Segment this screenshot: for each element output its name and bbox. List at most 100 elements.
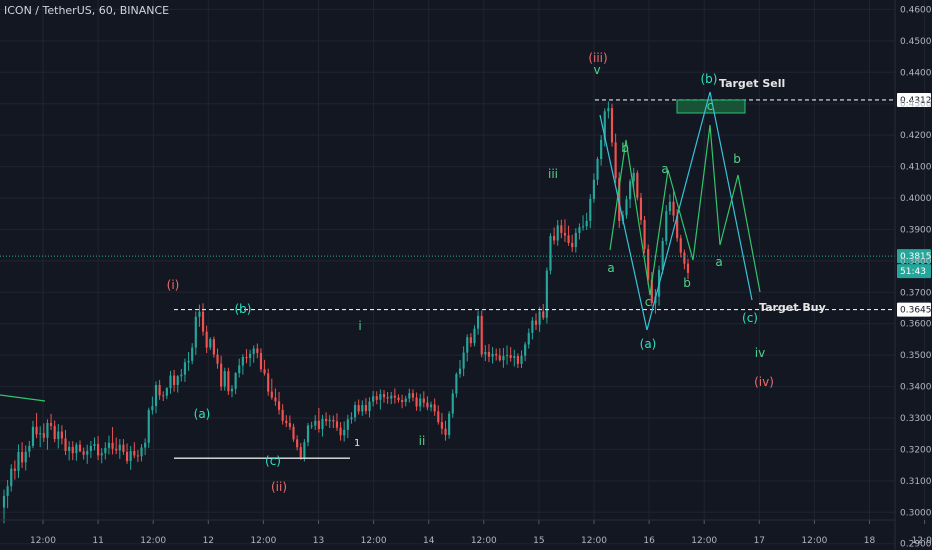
x-tick-label: 12	[203, 536, 214, 546]
candle-body	[230, 388, 234, 392]
candle-body	[538, 311, 541, 325]
candle-body	[498, 355, 501, 361]
candle-body	[397, 397, 400, 401]
candle-body	[97, 444, 100, 456]
wave-label-c2-paren: (c)	[742, 311, 758, 325]
price-label-countdown: 51:43	[900, 267, 926, 277]
candle-body	[259, 352, 263, 370]
candle-body	[328, 419, 331, 422]
price-label-current: 0.3815	[900, 252, 932, 262]
candle-body	[234, 373, 237, 389]
candle-body	[629, 181, 632, 200]
candle-body	[495, 353, 498, 356]
candle-body	[542, 311, 545, 318]
candle-body	[560, 225, 563, 233]
candle-body	[607, 108, 610, 112]
wave-label-b-lower-3: b	[733, 152, 741, 166]
y-tick-label: 0.3000	[900, 508, 932, 518]
candle-body	[310, 425, 313, 427]
candle-body	[636, 172, 639, 198]
candle-body	[679, 238, 682, 253]
candle-body	[17, 451, 20, 471]
x-tick-label: 12:00	[801, 536, 827, 546]
x-tick-label: 12:00	[471, 536, 497, 546]
candle-body	[245, 357, 248, 359]
candle-body	[534, 320, 538, 325]
candle-body	[458, 368, 462, 374]
candle-body	[401, 400, 404, 402]
candle-body	[589, 198, 592, 221]
candle-body	[592, 179, 595, 199]
candle-body	[567, 235, 570, 243]
candle-body	[31, 426, 35, 446]
candle-body	[57, 431, 60, 440]
candle-body	[187, 360, 190, 363]
candle-body	[325, 418, 328, 422]
candle-body	[198, 311, 201, 317]
candle-body	[487, 352, 491, 357]
candle-body	[223, 371, 226, 387]
candle-body	[292, 426, 295, 440]
x-tick-label: 18	[864, 536, 876, 546]
candle-body	[151, 406, 154, 411]
wave-label-iv-green: iv	[755, 346, 765, 360]
candle-body	[111, 442, 114, 449]
y-tick-label: 0.3700	[900, 288, 932, 298]
wave-label-c-lower-2: c	[707, 99, 714, 113]
x-tick-label: 15	[533, 536, 544, 546]
candle-body	[60, 431, 63, 439]
candle-body	[241, 357, 244, 366]
candle-body	[545, 270, 548, 318]
candle-body	[201, 311, 205, 332]
candle-body	[404, 398, 407, 402]
x-tick-label: 12:00	[361, 536, 387, 546]
x-tick-label: 14	[423, 536, 435, 546]
candle-body	[386, 397, 389, 399]
candle-body	[129, 451, 132, 462]
candle-body	[361, 405, 364, 412]
candle-body	[524, 344, 527, 356]
wave-label-i-red: (i)	[167, 278, 180, 292]
wave-label-iii-red: (iii)	[588, 51, 607, 65]
candle-body	[466, 337, 469, 353]
candle-body	[93, 444, 96, 446]
candle-body	[205, 331, 208, 348]
candle-body	[661, 241, 664, 270]
candle-body	[549, 236, 552, 271]
candle-body	[600, 139, 603, 160]
x-tick-label: 12:00	[30, 536, 56, 546]
candle-body	[194, 316, 197, 348]
candle-body	[563, 232, 567, 236]
candle-body	[571, 242, 574, 248]
x-tick-label: 12:00	[912, 536, 932, 546]
wave-label-c-lower-1: c	[645, 295, 652, 309]
candle-body	[252, 348, 255, 354]
candle-body	[364, 405, 367, 412]
candle-body	[578, 227, 581, 233]
candle-body	[173, 375, 176, 385]
candle-body	[513, 356, 516, 358]
candle-body	[676, 215, 679, 239]
candle-body	[665, 211, 668, 242]
candle-body	[10, 468, 13, 487]
x-tick-label: 13	[313, 536, 324, 546]
candle-body	[209, 339, 212, 348]
candle-body	[585, 220, 588, 227]
candle-body	[180, 374, 183, 377]
candle-body	[477, 315, 480, 329]
candle-body	[632, 172, 635, 182]
candle-body	[368, 401, 371, 412]
candle-body	[455, 374, 458, 394]
wave-label-a-paren: (a)	[194, 407, 211, 421]
candle-body	[299, 447, 302, 458]
wave-label-ii-green: ii	[419, 434, 426, 448]
candle-body	[306, 425, 310, 443]
candle-body	[162, 395, 165, 397]
candle-body	[393, 395, 396, 398]
candle-body	[125, 451, 129, 462]
candle-body	[2, 495, 6, 508]
candle-body	[220, 363, 223, 387]
wave-label-b-lower-1: b	[621, 141, 629, 155]
